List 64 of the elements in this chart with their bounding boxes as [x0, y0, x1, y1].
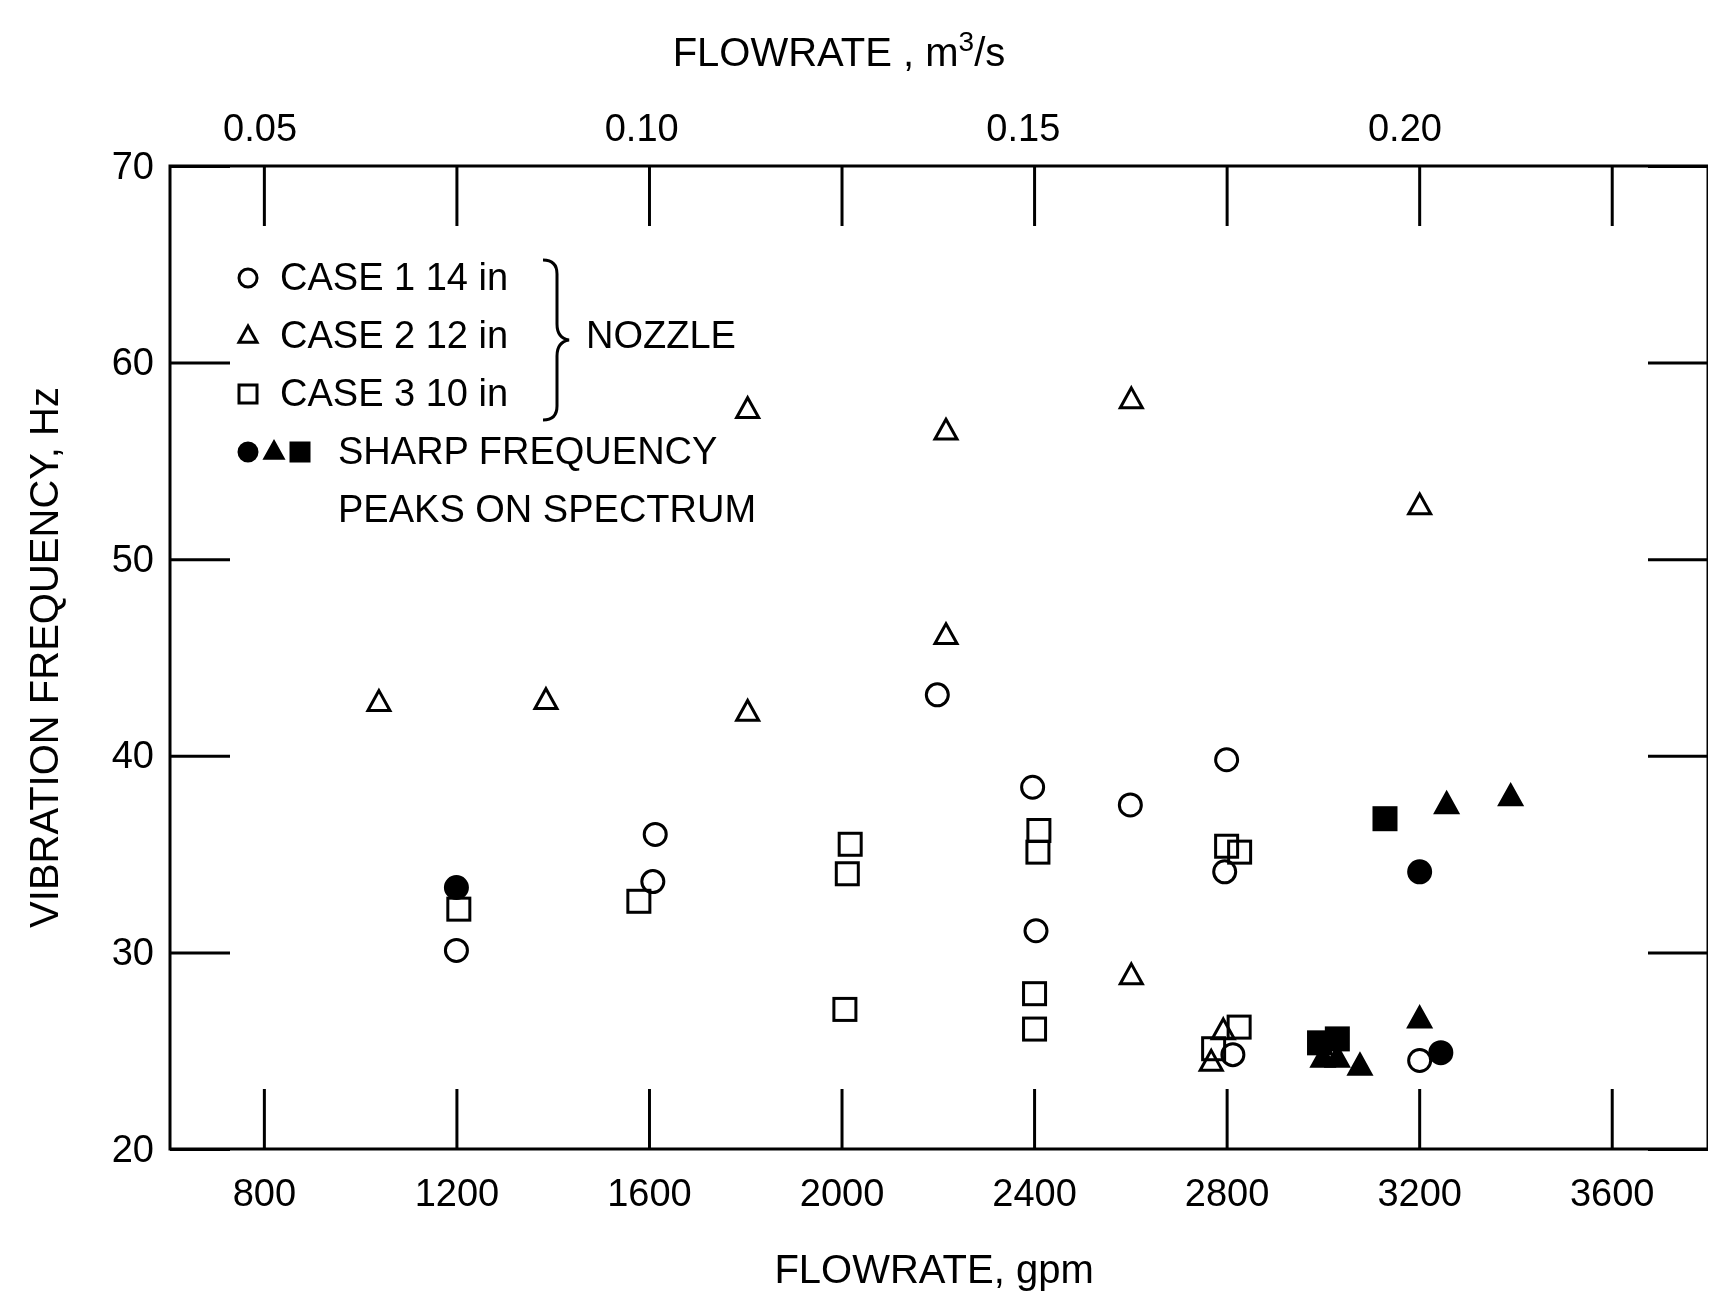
y-tick-label: 70	[111, 144, 154, 187]
point	[1117, 792, 1143, 818]
y-tick-label: 40	[111, 734, 154, 777]
legend-label: CASE 2 12 in	[280, 314, 509, 356]
legend-label: CASE 3 10 in	[280, 372, 509, 414]
point	[933, 417, 959, 441]
point	[1407, 859, 1433, 885]
point	[640, 869, 666, 895]
point	[1372, 806, 1398, 832]
point	[1022, 1016, 1048, 1042]
point	[1214, 747, 1240, 773]
point	[1118, 386, 1144, 410]
point	[626, 888, 652, 914]
y-tick-label: 60	[111, 341, 154, 384]
x-tick-label: 3200	[1377, 1171, 1462, 1214]
point	[1201, 1036, 1227, 1062]
point	[1020, 774, 1046, 800]
x2-tick-label: 0.10	[604, 107, 679, 149]
y-tick-label: 30	[111, 931, 154, 974]
x-axis-title: FLOWRATE, gpm	[774, 1247, 1094, 1291]
point	[443, 875, 469, 901]
x-tick-label: 3600	[1569, 1171, 1655, 1214]
point	[443, 937, 469, 963]
point	[933, 622, 959, 646]
annotation: SHARP FREQUENCY PEAKS ON SPECTRUM	[338, 430, 757, 530]
x2-axis-title: FLOWRATE , m$^{3}$/s	[672, 25, 1006, 74]
point	[533, 687, 559, 710]
y-tick-label: 50	[111, 537, 154, 580]
point	[832, 996, 858, 1022]
point	[1226, 1014, 1252, 1040]
point	[446, 896, 472, 922]
point	[1407, 492, 1433, 516]
x-tick-label: 2000	[799, 1171, 885, 1214]
x2-tick-label: 0.05	[223, 107, 298, 149]
point	[1025, 839, 1051, 865]
x-tick-label: 800	[232, 1171, 297, 1214]
x-tick-label: 2800	[1184, 1171, 1270, 1214]
y-tick-label: 20	[111, 1127, 154, 1170]
x2-tick-label: 0.15	[986, 107, 1061, 149]
y-axis-title: VIBRATION FREQUENCY, Hz	[22, 387, 66, 928]
point	[1022, 981, 1048, 1007]
point	[1214, 833, 1240, 859]
annotation: NOZZLE	[586, 314, 736, 356]
point	[735, 698, 761, 722]
point	[642, 821, 668, 847]
point	[1220, 1042, 1246, 1068]
legend-label: CASE 1 14 in	[280, 256, 509, 298]
point	[1212, 859, 1238, 885]
x2-tick-label: 0.20	[1368, 107, 1442, 149]
x-tick-label: 1200	[414, 1171, 500, 1214]
point	[735, 396, 761, 419]
point	[1026, 818, 1052, 844]
point	[1498, 783, 1524, 807]
point	[1227, 839, 1253, 865]
point	[366, 689, 392, 712]
point	[1434, 791, 1460, 815]
point	[837, 831, 863, 857]
point	[1428, 1040, 1454, 1066]
point	[1407, 1048, 1433, 1074]
x-tick-label: 1600	[607, 1171, 692, 1214]
x-tick-label: 2400	[992, 1171, 1077, 1214]
point	[1023, 918, 1049, 944]
point	[924, 682, 950, 708]
point	[834, 861, 860, 887]
